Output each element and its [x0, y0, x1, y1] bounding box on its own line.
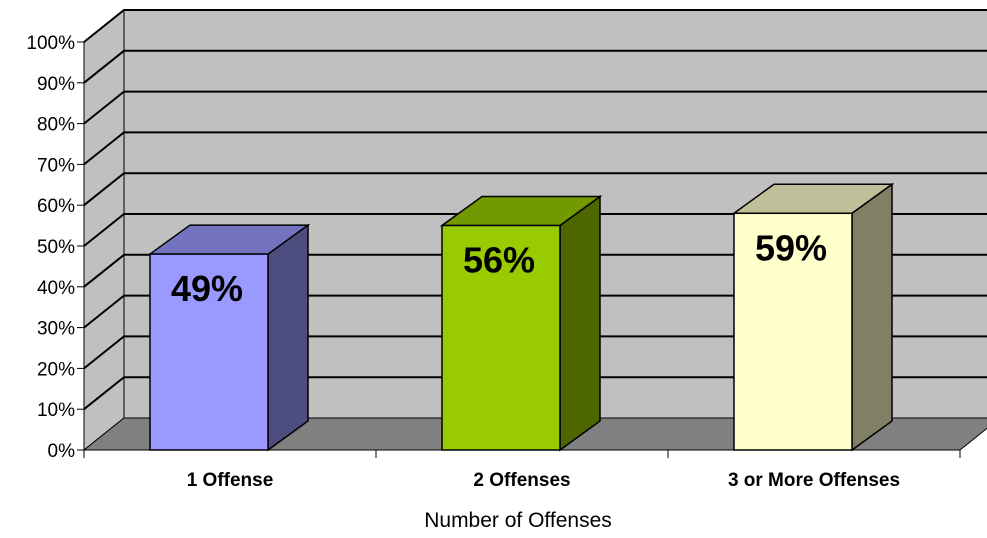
y-tick-label: 70% — [37, 155, 75, 176]
bar-front — [441, 224, 561, 451]
bar-side — [267, 223, 309, 452]
gridline — [83, 335, 987, 370]
y-tick-label: 40% — [37, 278, 75, 299]
y-tick-label: 90% — [37, 74, 75, 95]
gridline — [83, 49, 987, 84]
y-tick-label: 50% — [37, 237, 75, 258]
gridline — [83, 131, 987, 166]
y-tick-label: 80% — [37, 115, 75, 136]
gridline — [83, 376, 987, 410]
bar-side — [559, 195, 601, 452]
y-tick-label: 100% — [26, 33, 75, 54]
y-tick-label: 20% — [37, 359, 75, 380]
y-tick-label: 0% — [48, 441, 76, 462]
category-labels: 1 Offense 2 Offenses 3 or More Offenses — [187, 470, 900, 491]
gridline — [83, 9, 987, 43]
category-label: 2 Offenses — [473, 470, 570, 491]
gridline — [83, 253, 987, 288]
data-label: 59% — [755, 227, 827, 268]
bar-2: 56% — [439, 195, 603, 452]
data-label: 56% — [463, 240, 535, 281]
category-label: 1 Offense — [187, 470, 274, 491]
data-label: 49% — [171, 268, 243, 309]
bars: 49% 56% 59% — [147, 182, 895, 452]
y-tick-label: 10% — [37, 400, 75, 421]
category-label: 3 or More Offenses — [728, 470, 900, 491]
gridline — [83, 294, 987, 329]
x-axis-title: Number of Offenses — [424, 509, 612, 532]
y-tick-label: 30% — [37, 319, 75, 340]
gridlines — [83, 9, 987, 410]
y-tick-label: 60% — [37, 196, 75, 217]
bar-front — [149, 253, 269, 451]
gridline — [83, 172, 987, 206]
bar-1: 49% — [147, 223, 311, 452]
y-tick-labels: 0% 10% 20% 30% 40% 50% 60% 70% 80% 90% 100% — [26, 33, 75, 462]
gridline — [83, 90, 987, 125]
bar-side — [851, 182, 893, 452]
gridline — [83, 213, 987, 247]
bar-3: 59% — [731, 182, 895, 452]
bar-front — [733, 212, 853, 451]
